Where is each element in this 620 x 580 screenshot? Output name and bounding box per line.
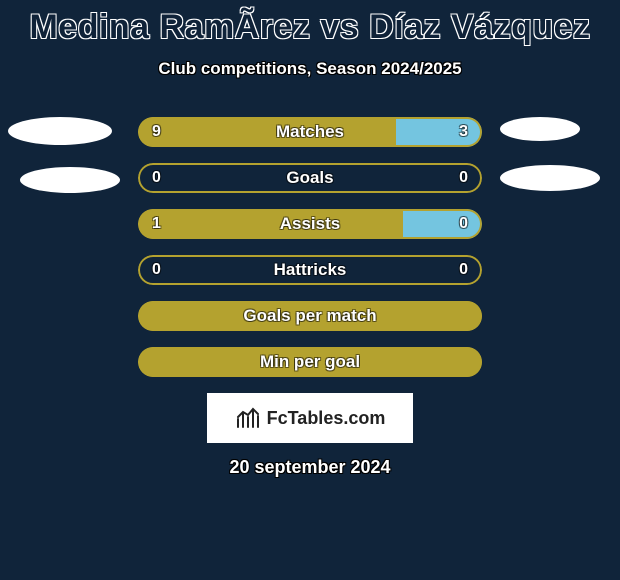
- bar-right: [403, 209, 482, 239]
- page-title: Medina RamÃrez vs Díaz Vázquez: [0, 0, 620, 47]
- decor-ellipse: [500, 117, 580, 141]
- left-value: 1: [152, 209, 161, 239]
- left-value: 9: [152, 117, 161, 147]
- stat-row: Min per goal: [138, 347, 482, 377]
- logo-box: FcTables.com: [207, 393, 413, 443]
- stat-row: Matches93: [138, 117, 482, 147]
- bar-left: [138, 301, 482, 331]
- right-value: 0: [459, 209, 468, 239]
- date: 20 september 2024: [0, 457, 620, 478]
- stat-label: Goals: [138, 163, 482, 193]
- right-value: 0: [459, 163, 468, 193]
- row-outline: [138, 163, 482, 193]
- decor-ellipse: [500, 165, 600, 191]
- bar-left: [138, 117, 396, 147]
- stat-row: Assists10: [138, 209, 482, 239]
- stat-row: Goals per match: [138, 301, 482, 331]
- decor-ellipse: [20, 167, 120, 193]
- decor-ellipse: [8, 117, 112, 145]
- right-value: 0: [459, 255, 468, 285]
- stat-label: Hattricks: [138, 255, 482, 285]
- chart-area: Matches93Goals00Assists10Hattricks00Goal…: [0, 117, 620, 377]
- right-value: 3: [459, 117, 468, 147]
- bar-left: [138, 347, 482, 377]
- subtitle: Club competitions, Season 2024/2025: [0, 59, 620, 79]
- fctables-logo-icon: [235, 407, 261, 429]
- row-outline: [138, 255, 482, 285]
- bar-left: [138, 209, 403, 239]
- comparison-infographic: Medina RamÃrez vs Díaz Vázquez Club comp…: [0, 0, 620, 580]
- left-value: 0: [152, 163, 161, 193]
- left-value: 0: [152, 255, 161, 285]
- logo-text: FcTables.com: [267, 408, 386, 429]
- stat-row: Goals0 0: [138, 163, 482, 193]
- bar-right: [396, 117, 482, 147]
- stat-row: Hattricks0 0: [138, 255, 482, 285]
